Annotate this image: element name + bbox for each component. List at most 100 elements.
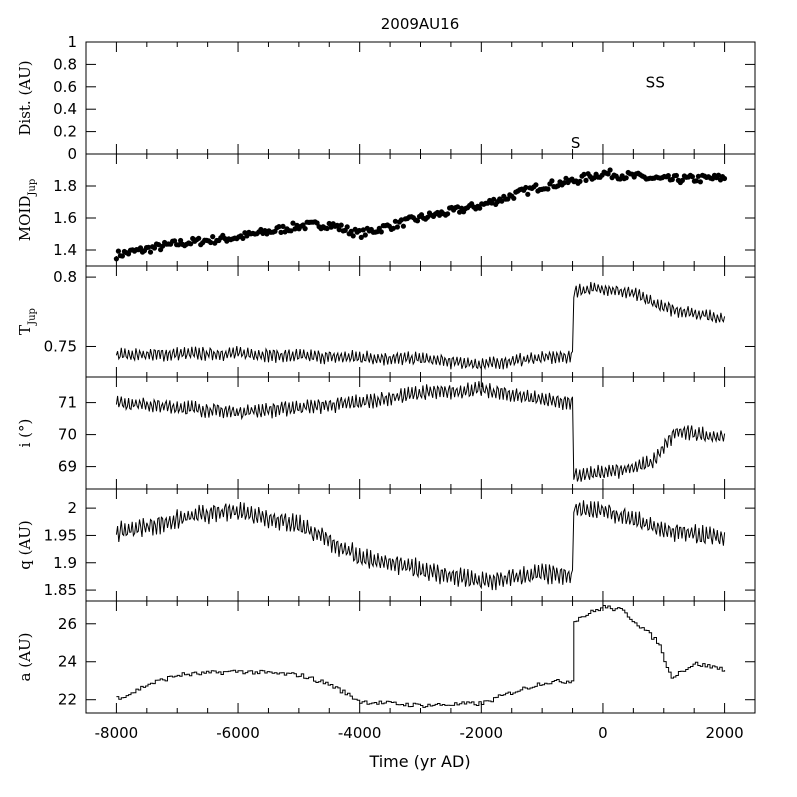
moid-frame [85,153,756,267]
dist-ytick-label: 1 [67,33,77,51]
moid-point [689,174,696,180]
moid-point [605,171,611,177]
moid-point [378,229,384,235]
moid-point [362,232,368,238]
close-approach-marker: S [571,134,581,152]
moid-point [665,173,671,179]
q-ytick-label: 1.85 [44,581,77,599]
moid-point [178,237,184,244]
moid-point [491,196,497,202]
tjup-series-line [115,281,726,371]
a-y-label: a (AU) [16,633,34,682]
moid-point [555,183,561,189]
q-frame [85,488,756,602]
dist-ytick-label: 0.2 [53,123,77,141]
moid-point [394,224,400,230]
a-ytick-label: 26 [58,615,77,633]
q-ytick-label: 1.95 [44,526,77,544]
chart-title: 2009AU16 [381,15,460,33]
moid-point [424,214,431,220]
a-series-line [116,605,726,708]
tjup-ytick-label: 0.8 [53,268,77,286]
moid-point [533,182,539,188]
moid-point [196,235,202,241]
moid-point [137,245,144,251]
panel-incl: 69 70 71 i (°) [16,376,756,490]
incl-ytick-label: 70 [58,426,77,444]
moid-point [523,184,529,191]
moid-point [240,235,246,241]
moid-point [679,177,686,183]
moid-point [477,205,483,211]
tjup-y-label: TJup [16,308,38,335]
moid-point [176,242,182,248]
moid-point [115,248,121,254]
moid-point [336,227,342,233]
moid-point [607,167,613,173]
dist-ytick-label: 0.4 [53,100,77,118]
panel-a: 22 24 26 a (AU) [16,600,756,714]
moid-point [208,239,214,246]
q-ytick-label: 1.9 [53,554,77,572]
moid-point [693,178,700,184]
incl-ytick-label: 69 [58,458,77,476]
moid-point [324,225,330,232]
x-tick-label: 0 [598,724,608,742]
dist-ytick-label: 0.8 [53,55,77,73]
moid-point [669,176,675,183]
x-axis-label: Time (yr AD) [368,752,470,771]
moid-point [577,178,583,184]
moid-point [172,238,178,244]
moid-point [697,179,704,185]
moid-point [673,172,680,179]
panel-moid: 1.4 1.6 1.8 MOIDJup [16,153,756,267]
dist-ytick-label: 0.6 [53,78,77,96]
moid-point [549,178,555,184]
q-y-label: q (AU) [16,520,34,570]
moid-point [390,225,396,231]
x-tick-label: -6000 [216,724,260,742]
moid-y-label-main: MOID [16,196,34,242]
moid-ytick-label: 1.8 [53,177,77,195]
moid-point [360,227,366,233]
incl-series-line [115,381,726,482]
moid-point [344,224,350,230]
moid-point [350,233,356,239]
a-y-label-main: a (AU) [16,633,34,682]
a-frame [85,600,756,714]
moid-point [583,177,589,183]
moid-point [356,227,362,234]
incl-y-label-main: i (°) [16,419,34,448]
moid-point [563,175,569,181]
moid-point [258,226,264,233]
a-ytick-label: 24 [58,653,77,671]
tjup-ytick-label: 0.75 [44,337,77,355]
moid-point [113,256,119,262]
panel-q: 1.85 1.9 1.95 2 q (AU) [16,488,756,602]
tjup-y-label-sub: Jup [27,308,38,326]
dist-y-label: Dist. (AU) [16,60,34,135]
moid-point [280,223,286,229]
moid-point [145,244,152,250]
moid-point [119,253,125,259]
close-approach-marker: S [646,73,656,91]
q-series-line [115,500,726,591]
x-tick-label: -2000 [460,724,504,742]
incl-y-label: i (°) [16,419,34,448]
moid-point [511,195,517,201]
tjup-y-label-main: T [16,325,34,335]
moid-point [499,198,505,204]
close-approach-marker: S [655,73,665,91]
moid-point [358,234,364,240]
moid-point [188,241,194,247]
moid-point [721,175,728,182]
moid-ytick-label: 1.4 [53,241,77,259]
moid-point [334,222,340,228]
moid-point [276,224,282,230]
panel-tjup: 0.75 0.8 TJup [16,265,756,378]
moid-point [302,226,308,232]
q-ytick-label: 2 [67,499,77,517]
